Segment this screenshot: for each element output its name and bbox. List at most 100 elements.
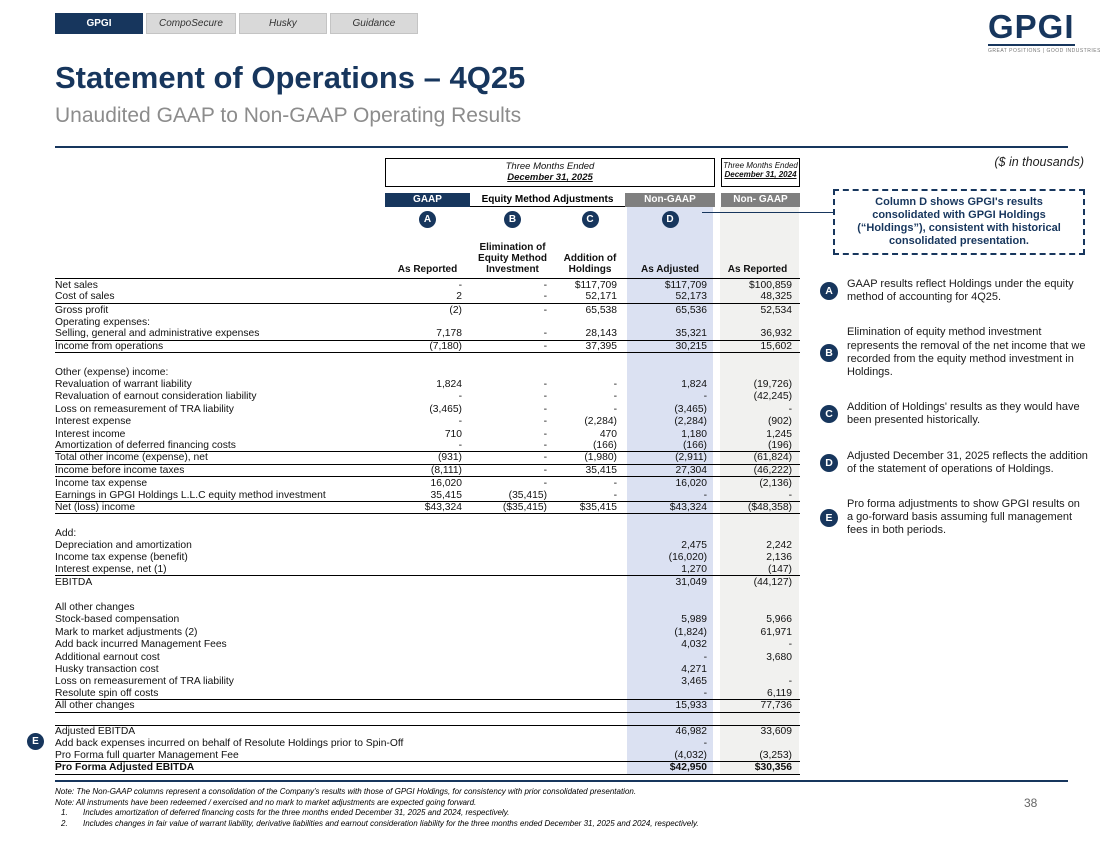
table-row: All other changes 15,933 77,736: [55, 700, 800, 713]
table-row: Add back incurred Management Fees 4,032 -: [55, 638, 800, 650]
table-row: Loss on remeasurement of TRA liability (3…: [55, 403, 800, 415]
row-label: Total other income (expense), net: [55, 452, 208, 464]
row-label: Income from operations: [55, 340, 164, 352]
annotation-text: Pro forma adjustments to show GPGI resul…: [847, 498, 1080, 537]
annotation-badge-c: C: [820, 405, 838, 424]
annotation-b: B Elimination of equity method investment…: [820, 326, 1088, 379]
callout-connector-line: [702, 212, 833, 213]
value-cell: (931): [437, 452, 462, 464]
annotations-panel: A GAAP results reflect Holdings under the…: [820, 278, 1088, 560]
value-cell: 16,020: [430, 478, 463, 490]
annotation-badge-e: E: [820, 508, 838, 527]
value-cell: (2): [449, 304, 462, 316]
table-row: Mark to market adjustments (2) (1,824) 61,…: [55, 626, 800, 638]
header-addition-of-holdings: Addition of Holdings: [563, 253, 617, 275]
value-cell: 2: [456, 291, 462, 303]
value-cell: 35,415: [585, 464, 618, 476]
value-cell: 27,304: [675, 464, 708, 476]
tab-composecure[interactable]: CompoSecure: [146, 13, 236, 34]
value-cell: 2,242: [766, 540, 792, 552]
table-row: Add:: [55, 527, 800, 539]
annotation-d: D Adjusted December 31, 2025 reflects the…: [820, 450, 1088, 476]
value-cell: (1,980): [584, 452, 617, 464]
row-label: Stock-based compensation: [55, 614, 180, 626]
value-cell: -: [613, 403, 617, 415]
page-subtitle: Unaudited GAAP to Non-GAAP Operating Res…: [55, 104, 522, 127]
row-label: Earnings in GPGI Holdings L.L.C equity m…: [55, 489, 326, 501]
tab-gpgi[interactable]: GPGI: [55, 13, 143, 34]
value-cell: (2,136): [759, 478, 792, 490]
row-label: Cost of sales: [55, 291, 115, 303]
tab-husky[interactable]: Husky: [238, 13, 327, 34]
table-row: Income before income taxes (8,111) - 35,415…: [55, 464, 800, 478]
table-row: Interest expense - - (2,284) (2,284) (902): [55, 415, 800, 427]
value-cell: 48,325: [760, 291, 793, 303]
table-row: Total other income (expense), net (931) - (…: [55, 452, 800, 465]
table-row: Interest expense, net (1) 1,270 (147): [55, 563, 800, 577]
row-label: Interest expense: [55, 416, 132, 428]
value-cell: 5,989: [681, 614, 707, 626]
value-cell: $100,859: [749, 279, 792, 291]
value-cell: 52,171: [585, 291, 618, 303]
tab-guidance[interactable]: Guidance: [329, 13, 418, 34]
row-label: Income tax expense (benefit): [55, 552, 188, 564]
row-label: Revaluation of earnout consideration lia…: [55, 391, 257, 403]
value-cell: 30,215: [675, 340, 708, 352]
value-cell: 35,321: [675, 328, 708, 340]
value-cell: -: [458, 416, 462, 428]
highlight-column-2024: [720, 207, 799, 775]
table-row: [55, 589, 800, 601]
footnote: 2. Includes changes in fair value of warr…: [55, 819, 1045, 830]
band-non-gaap-2024: Non- GAAP: [721, 193, 800, 207]
page-title: Statement of Operations – 4Q25: [55, 60, 526, 95]
value-cell: -: [613, 379, 617, 391]
annotation-badge-a: A: [820, 282, 838, 301]
band-gaap: GAAP: [385, 193, 470, 207]
header-as-reported-2024: As Reported: [727, 264, 788, 275]
value-cell: (3,253): [759, 749, 792, 761]
period-2024-line1: Three Months Ended: [723, 161, 798, 170]
value-cell: (196): [767, 439, 792, 451]
table-row: Pro Forma Adjusted EBITDA $42,950 $30,356: [55, 762, 800, 775]
value-cell: -: [613, 489, 617, 501]
footnote-text: Includes amortization of deferred financ…: [83, 808, 510, 817]
top-divider: [55, 146, 1068, 148]
row-label: Net sales: [55, 279, 98, 291]
footnote-text: Note: The Non-GAAP columns represent a c…: [55, 787, 637, 796]
bottom-divider: [55, 780, 1068, 782]
logo-text: GPGI: [988, 8, 1075, 46]
row-label: Interest income: [55, 428, 126, 440]
table-row: Net (loss) income $43,324 ($35,415) $35,415…: [55, 501, 800, 515]
value-cell: 1,180: [681, 428, 707, 440]
row-label: Gross profit: [55, 304, 109, 316]
band-equity-method-adjustments: Equity Method Adjustments: [470, 193, 625, 207]
table-body: A B C D As Reported Elimination of Equit…: [27, 207, 800, 775]
value-cell: 1,824: [681, 379, 707, 391]
value-cell: -: [703, 687, 707, 699]
row-label: Add back incurred Management Fees: [55, 639, 227, 651]
value-cell: -: [788, 676, 792, 688]
period-2025-line1: Three Months Ended: [505, 161, 595, 172]
value-cell: $43,324: [424, 501, 462, 513]
value-cell: (19,726): [753, 379, 792, 391]
table-row: Add back expenses incurred on behalf of …: [27, 733, 800, 751]
value-cell: -: [703, 489, 707, 501]
table-row: Amortization of deferred financing costs…: [55, 439, 800, 453]
value-cell: 37,395: [585, 340, 618, 352]
value-cell: -: [613, 478, 617, 490]
row-label: Operating expenses:: [55, 317, 151, 329]
value-cell: 4,032: [681, 639, 707, 651]
value-cell: $35,415: [579, 501, 617, 513]
row-label: Interest expense, net (1): [55, 563, 167, 575]
value-cell: -: [543, 304, 547, 316]
table-row: Adjusted EBITDA 46,982 33,609: [55, 725, 800, 737]
table-row: Other (expense) income:: [55, 366, 800, 378]
header-as-adjusted: As Adjusted: [641, 264, 699, 275]
column-badge-d: D: [661, 210, 679, 228]
table-row: Cost of sales 2 - 52,171 52,173 48,325: [55, 291, 800, 304]
annotation-e: E Pro forma adjustments to show GPGI resu…: [820, 498, 1088, 538]
row-label: Add:: [55, 527, 77, 539]
value-cell: (3,465): [429, 403, 462, 415]
value-cell: (147): [767, 563, 792, 575]
value-cell: 33,609: [760, 725, 793, 737]
